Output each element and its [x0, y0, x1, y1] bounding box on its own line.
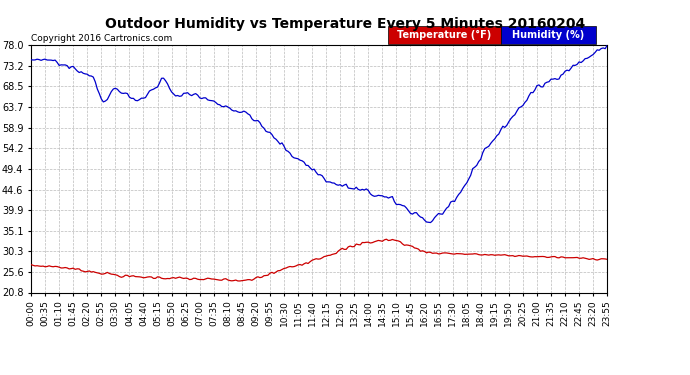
- Text: Humidity (%): Humidity (%): [512, 30, 584, 40]
- FancyBboxPatch shape: [501, 26, 595, 44]
- Text: Temperature (°F): Temperature (°F): [397, 30, 491, 40]
- Text: Copyright 2016 Cartronics.com: Copyright 2016 Cartronics.com: [31, 33, 172, 42]
- Text: Outdoor Humidity vs Temperature Every 5 Minutes 20160204: Outdoor Humidity vs Temperature Every 5 …: [105, 17, 585, 31]
- FancyBboxPatch shape: [388, 26, 501, 44]
